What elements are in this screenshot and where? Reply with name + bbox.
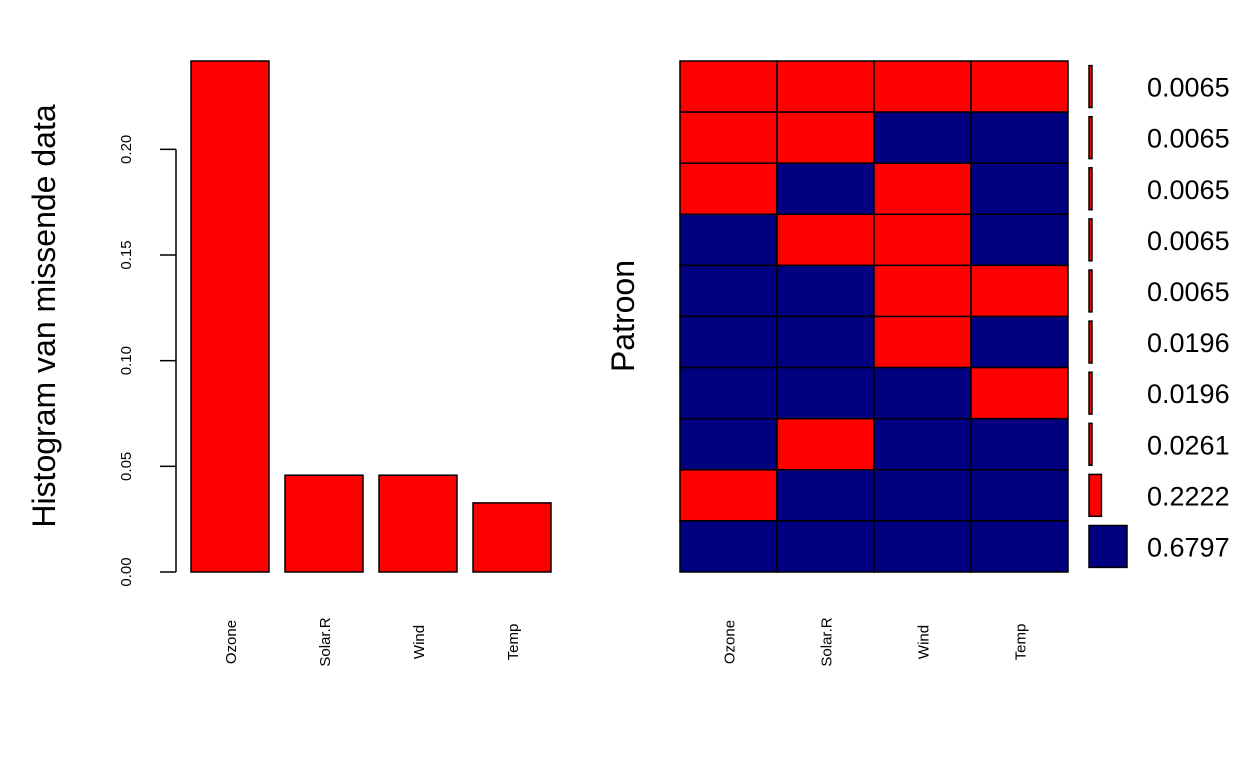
pattern-cell — [873, 315, 972, 369]
pattern-cell — [970, 60, 1069, 113]
proportion-bar — [1088, 371, 1093, 415]
pattern-cell — [970, 213, 1069, 267]
x-tick-label: Solar.R — [317, 617, 334, 666]
pattern-cell — [679, 520, 778, 573]
pattern-cell — [970, 417, 1069, 471]
x-tick-label: Ozone — [722, 620, 739, 664]
proportion-bar — [1088, 64, 1093, 109]
pattern-cell — [776, 366, 875, 420]
pattern-cell — [970, 162, 1069, 216]
proportion-bar — [1088, 269, 1093, 313]
pattern-cell — [776, 417, 875, 471]
pattern-cell — [679, 469, 778, 522]
x-tick-label: Ozone — [223, 620, 240, 664]
proportion-label: 0.0065 — [1147, 175, 1230, 205]
pattern-cell — [776, 315, 875, 369]
proportion-bar — [1088, 167, 1093, 211]
proportion-label: 0.0196 — [1147, 328, 1230, 358]
pattern-cell — [679, 366, 778, 420]
pattern-cell — [970, 366, 1069, 420]
pattern-cell — [970, 264, 1069, 318]
pattern-cell — [776, 264, 875, 318]
proportion-bar — [1088, 524, 1128, 569]
proportion-label: 0.0065 — [1147, 277, 1230, 307]
pattern-cell — [873, 366, 972, 420]
pattern-cell — [873, 111, 972, 164]
missing-histogram-panel: 0.00 0.05 0.10 0.15 0.20 Histogram van missen… — [26, 60, 552, 667]
x-tick-label: Wind — [916, 625, 933, 659]
pattern-cell — [873, 162, 972, 216]
x-tick-label: Temp — [505, 624, 522, 661]
proportion-label: 0.0065 — [1147, 226, 1230, 256]
y-tick-label: 0.15 — [118, 240, 135, 269]
pattern-cell — [679, 417, 778, 471]
x-tick-label: Temp — [1013, 624, 1030, 661]
pattern-cell — [873, 264, 972, 318]
pattern-cell — [776, 520, 875, 573]
pattern-cell — [679, 111, 778, 164]
proportion-bar — [1088, 473, 1103, 518]
y-axis-title: Patroon — [605, 260, 641, 372]
proportion-label: 0.2222 — [1147, 481, 1230, 511]
pattern-cell — [873, 520, 972, 573]
bar — [378, 474, 458, 573]
pattern-cell — [970, 111, 1069, 164]
missing-pattern-panel: Patroon 0.0065 0.0065 0.0065 0.0065 0.0065 0.0… — [605, 60, 1230, 667]
x-tick-label: Solar.R — [819, 617, 836, 666]
proportion-label: 0.0065 — [1147, 73, 1230, 103]
pattern-cell — [873, 213, 972, 267]
pattern-cell — [776, 60, 875, 113]
pattern-cell — [873, 417, 972, 471]
pattern-cell — [776, 213, 875, 267]
pattern-cell — [776, 469, 875, 522]
proportion-label: 0.0261 — [1147, 430, 1230, 460]
bar — [190, 60, 270, 573]
pattern-cell — [679, 315, 778, 369]
y-tick-label: 0.05 — [118, 452, 135, 481]
pattern-cell — [970, 469, 1069, 522]
pattern-cell — [970, 315, 1069, 369]
pattern-cell — [776, 111, 875, 164]
proportion-label: 0.0065 — [1147, 124, 1230, 154]
pattern-cell — [679, 213, 778, 267]
proportion-bar — [1088, 422, 1093, 466]
pattern-cell — [679, 60, 778, 113]
pattern-cell — [776, 162, 875, 216]
x-tick-label: Wind — [411, 625, 428, 659]
proportion-label: 0.6797 — [1147, 532, 1230, 562]
pattern-cell — [679, 264, 778, 318]
proportion-label: 0.0196 — [1147, 379, 1230, 409]
y-tick-label: 0.10 — [118, 346, 135, 375]
pattern-cell — [679, 162, 778, 216]
pattern-cell — [873, 60, 972, 113]
proportion-bar — [1088, 115, 1093, 160]
pattern-cell — [970, 520, 1069, 573]
y-tick-label: 0.00 — [118, 557, 135, 586]
proportion-bar — [1088, 320, 1093, 364]
bar — [472, 502, 552, 573]
proportion-bar — [1088, 218, 1093, 262]
y-axis-title: Histogram van missende data — [26, 104, 62, 528]
bar — [284, 474, 364, 573]
y-tick-label: 0.20 — [118, 135, 135, 164]
pattern-cell — [873, 469, 972, 522]
